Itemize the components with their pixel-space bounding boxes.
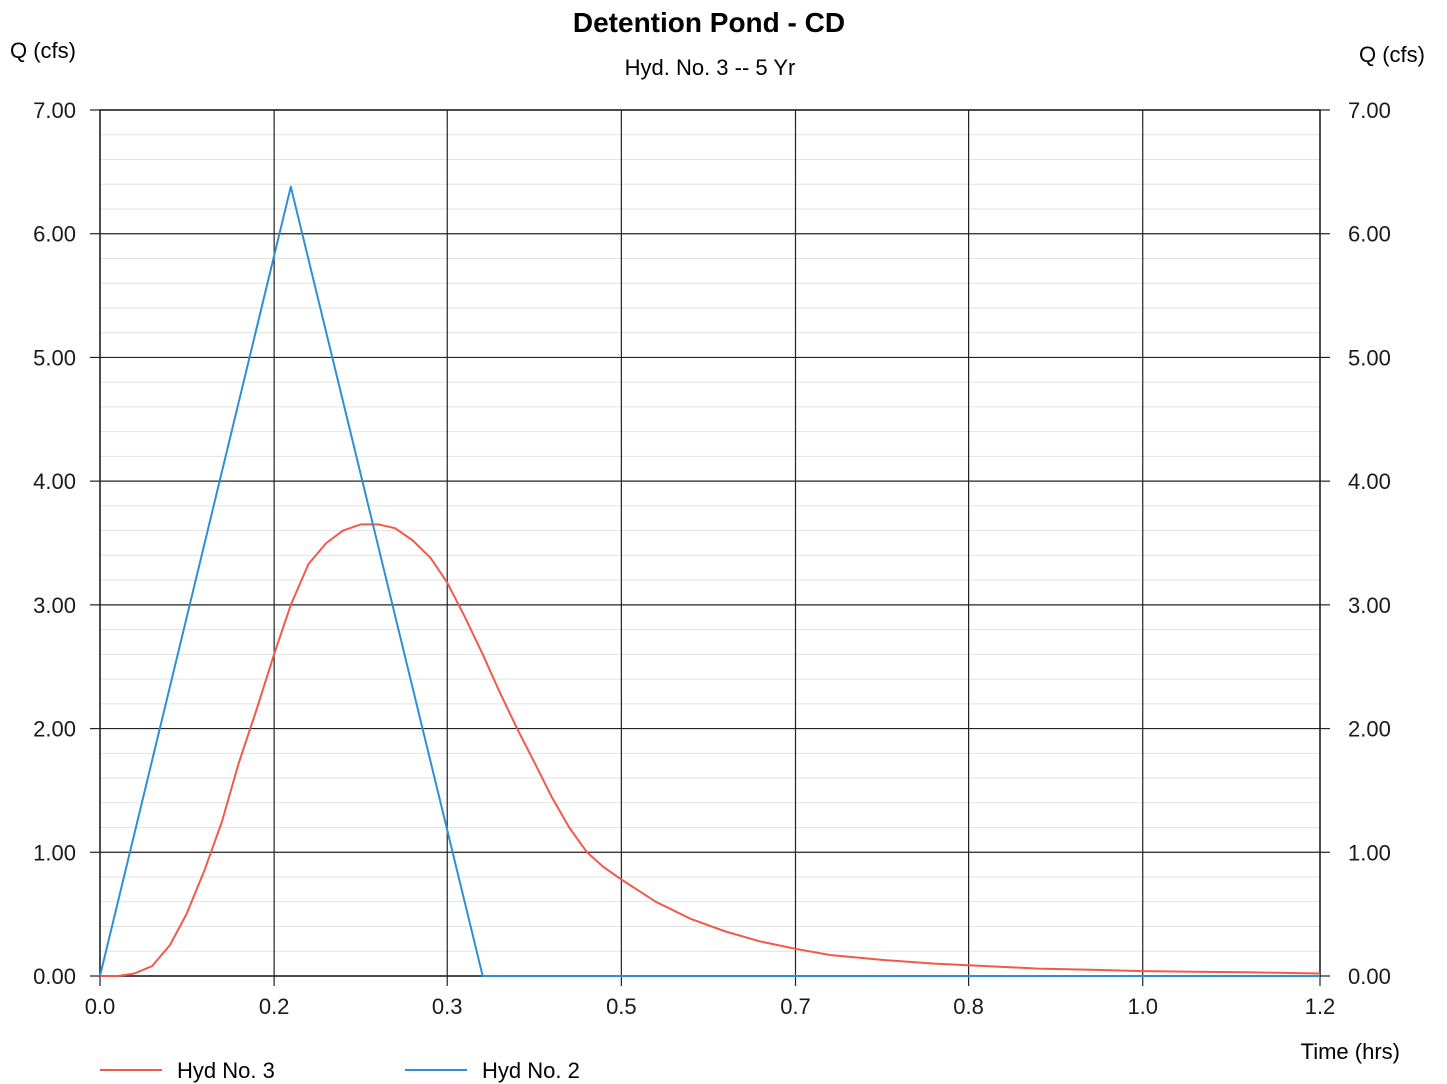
x-axis-label: Time (hrs) <box>1301 1039 1400 1064</box>
y-tick-label-right: 0.00 <box>1348 964 1391 989</box>
y-tick-label: 6.00 <box>33 222 76 247</box>
grid-lines <box>90 109 1330 986</box>
legend-label-hyd-3: Hyd No. 3 <box>177 1058 275 1083</box>
y-tick-label-right: 4.00 <box>1348 469 1391 494</box>
x-tick-label: 0.8 <box>953 994 984 1019</box>
y-tick-label-right: 6.00 <box>1348 222 1391 247</box>
x-tick-label: 0.2 <box>259 994 290 1019</box>
y-axis-label-right: Q (cfs) <box>1359 42 1425 67</box>
x-tick-label: 0.5 <box>606 994 637 1019</box>
x-tick-label: 0.7 <box>780 994 811 1019</box>
y-tick-label: 7.00 <box>33 98 76 123</box>
legend-label-hyd-2: Hyd No. 2 <box>482 1058 580 1083</box>
y-axis-label-left: Q (cfs) <box>10 38 76 63</box>
y-tick-label: 4.00 <box>33 469 76 494</box>
x-tick-label: 1.0 <box>1127 994 1158 1019</box>
chart-subtitle: Hyd. No. 3 -- 5 Yr <box>625 55 796 80</box>
series-line-hyd-2 <box>99 185 1320 977</box>
x-tick-label: 1.2 <box>1305 994 1336 1019</box>
series-lines <box>99 185 1321 977</box>
y-tick-label: 3.00 <box>33 593 76 618</box>
x-tick-label: 0.3 <box>432 994 463 1019</box>
y-tick-label: 2.00 <box>33 717 76 742</box>
plot-frame <box>99 109 1321 977</box>
y-tick-label-right: 1.00 <box>1348 840 1391 865</box>
chart-title: Detention Pond - CD <box>573 7 845 38</box>
y-tick-label-right: 5.00 <box>1348 345 1391 370</box>
legend: Hyd No. 3 Hyd No. 2 <box>100 1058 580 1083</box>
tick-labels: 0.00 0.00 1.00 1.00 2.00 2.00 3.00 3.00 4.00 4.00… <box>33 98 1391 1019</box>
y-tick-label: 5.00 <box>33 345 76 370</box>
y-tick-label-right: 2.00 <box>1348 717 1391 742</box>
y-tick-label: 0.00 <box>33 964 76 989</box>
series-line-hyd-3 <box>100 523 1321 977</box>
x-tick-label: 0.0 <box>85 994 116 1019</box>
y-tick-label-right: 7.00 <box>1348 98 1391 123</box>
y-tick-label-right: 3.00 <box>1348 593 1391 618</box>
y-tick-label: 1.00 <box>33 840 76 865</box>
